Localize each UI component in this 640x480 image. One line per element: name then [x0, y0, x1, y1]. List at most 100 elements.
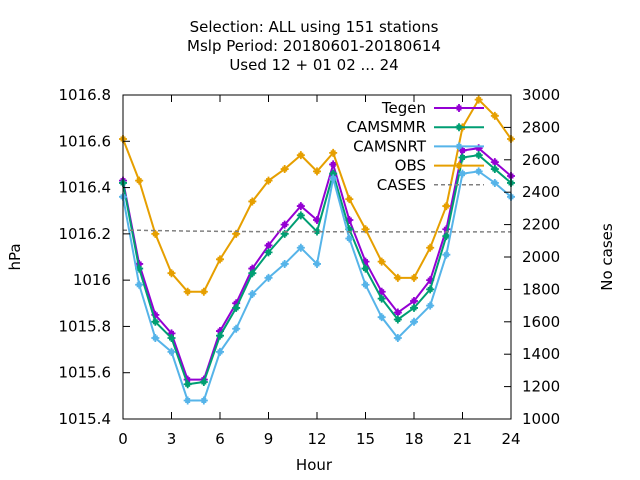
- data-point: [393, 334, 402, 342]
- y2-axis-title: No cases: [598, 223, 616, 291]
- legend-label: CAMSMMR: [346, 118, 426, 136]
- data-point: [329, 160, 338, 169]
- data-point: [410, 303, 418, 312]
- data-point: [490, 111, 499, 120]
- y2-tick-label: 1200: [522, 378, 560, 396]
- data-point: [410, 296, 418, 305]
- data-point: [264, 176, 273, 185]
- legend-label: Tegen: [381, 99, 426, 117]
- data-point: [361, 280, 370, 289]
- data-point: [361, 264, 370, 273]
- data-point: [264, 248, 273, 257]
- data-point: [135, 280, 144, 289]
- data-point: [183, 396, 192, 405]
- y-axis-title: hPa: [6, 243, 24, 270]
- data-point: [183, 287, 192, 296]
- data-point: [183, 380, 192, 389]
- legend-label: CAMSNRT: [353, 137, 427, 155]
- data-point: [313, 167, 321, 176]
- data-point: [490, 158, 499, 167]
- y2-tick-label: 1800: [522, 280, 560, 298]
- y2-tick-label: 1600: [522, 313, 560, 331]
- y-tick-label: 1016.4: [59, 179, 112, 197]
- y-tick-label: 1016.6: [59, 132, 112, 150]
- y2-tick-label: 2400: [522, 183, 560, 201]
- data-point: [199, 377, 208, 386]
- data-point: [313, 259, 321, 268]
- data-point: [248, 197, 257, 206]
- x-tick-label: 21: [453, 430, 472, 448]
- legend-marker: [455, 142, 463, 151]
- data-point: [280, 220, 289, 229]
- x-tick-label: 3: [167, 430, 177, 448]
- chart-title-line-2: Mslp Period: 20180601-20180614: [187, 37, 441, 55]
- data-point: [474, 95, 483, 104]
- data-point: [393, 308, 402, 317]
- data-point: [474, 151, 483, 160]
- y2-tick-label: 2800: [522, 118, 560, 136]
- legend-item-tegen: Tegen: [381, 99, 484, 117]
- y2-tick-label: 2600: [522, 151, 560, 169]
- data-point: [167, 347, 176, 356]
- y2-tick-label: 2200: [522, 216, 560, 234]
- axis-ticks: 0 3 6 9 12 15 18 21 24 1015.4 1015.6 1015.8 1016 1016…: [59, 86, 561, 448]
- legend-label: CASES: [377, 176, 426, 194]
- data-point: [377, 257, 386, 266]
- data-point: [264, 273, 273, 282]
- legend-label: OBS: [395, 157, 426, 175]
- legend-marker: [455, 161, 463, 170]
- data-point: [345, 234, 354, 243]
- y-tick-label: 1016.2: [59, 225, 112, 243]
- data-point: [474, 167, 483, 176]
- data-point: [232, 303, 241, 312]
- x-tick-label: 0: [118, 430, 128, 448]
- legend-marker: [455, 104, 463, 112]
- data-point: [442, 232, 451, 241]
- y-tick-label: 1015.6: [59, 364, 112, 382]
- series-line-camsmmr: [122, 154, 512, 386]
- data-point: [248, 269, 257, 278]
- plot-area-frame: [122, 94, 512, 420]
- data-point: [458, 146, 467, 155]
- data-point: [199, 396, 208, 405]
- data-point: [410, 317, 418, 326]
- legend-item-cases: CASES: [377, 176, 484, 194]
- data-point: [151, 317, 160, 326]
- chart-title-line-3: Used 12 + 01 02 ... 24: [229, 56, 398, 74]
- data-point: [248, 290, 257, 299]
- data-point: [393, 273, 402, 282]
- data-point: [216, 255, 224, 264]
- legend-item-camsnrt: CAMSNRT: [353, 137, 484, 155]
- y-tick-label: 1016: [73, 271, 111, 289]
- data-point: [377, 294, 386, 303]
- data-point: [280, 165, 289, 174]
- data-point: [167, 269, 176, 278]
- data-point: [167, 334, 176, 342]
- data-point: [490, 178, 499, 187]
- data-point: [232, 324, 241, 333]
- data-point: [151, 229, 160, 238]
- y-tick-label: 1015.8: [59, 317, 112, 335]
- x-tick-label: 15: [356, 430, 375, 448]
- data-point: [199, 287, 208, 296]
- series-cases: [123, 229, 511, 233]
- data-point: [361, 225, 370, 234]
- chart-title: Selection: ALL using 151 stations Mslp P…: [187, 18, 441, 74]
- series-layer: [119, 95, 515, 405]
- legend-item-obs: OBS: [395, 157, 484, 175]
- data-point: [458, 153, 467, 162]
- x-tick-label: 9: [264, 430, 274, 448]
- y2-tick-label: 1400: [522, 345, 560, 363]
- series-camsnrt: [119, 167, 515, 405]
- data-point: [426, 243, 435, 252]
- data-point: [280, 259, 289, 268]
- data-point: [296, 243, 305, 252]
- data-point: [426, 285, 435, 294]
- data-point: [329, 148, 338, 157]
- data-point: [296, 202, 305, 211]
- legend-item-camsmmr: CAMSMMR: [346, 118, 484, 136]
- legend-marker: [455, 123, 463, 132]
- data-point: [216, 347, 224, 356]
- data-point: [490, 165, 499, 174]
